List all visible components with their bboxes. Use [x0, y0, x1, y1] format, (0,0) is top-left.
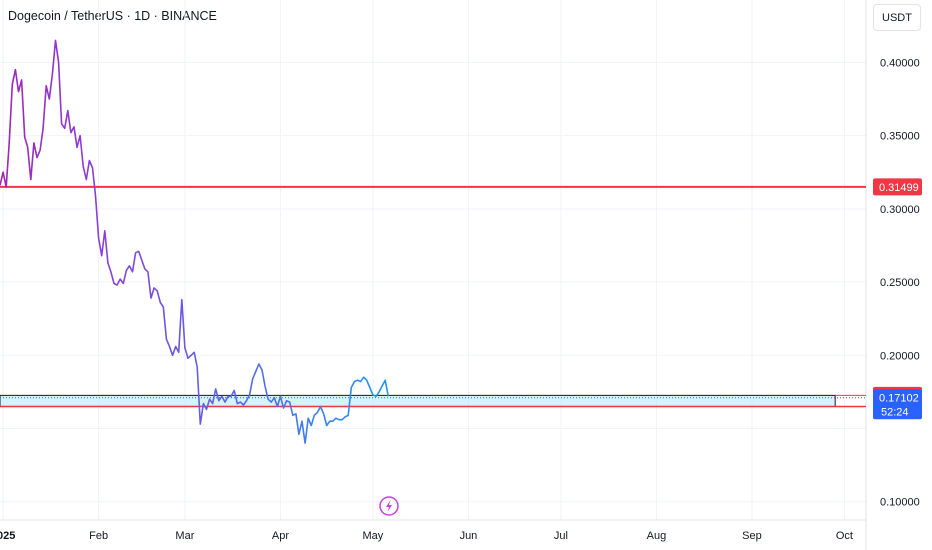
time-tick-label: Aug: [647, 530, 667, 542]
countdown-label: 52:24: [881, 407, 909, 419]
time-tick-label: Apr: [272, 530, 289, 542]
price-tick-label: 0.20000: [880, 350, 920, 362]
time-tick-label: Jul: [554, 530, 568, 542]
time-tick-label: Oct: [836, 530, 853, 542]
price-series: [0, 39, 390, 444]
time-tick-label: Mar: [175, 530, 194, 542]
price-line: [0, 39, 390, 444]
time-tick-label: May: [363, 530, 384, 542]
price-levels: [0, 185, 866, 408]
price-tick-label: 0.30000: [880, 204, 920, 216]
price-tick-label: 0.35000: [880, 131, 920, 143]
grid-lines: [0, 0, 867, 550]
price-tag-background: [873, 178, 922, 196]
currency-button[interactable]: USDT: [873, 4, 921, 31]
price-tag-background: [873, 389, 922, 420]
time-tick-label: Jun: [460, 530, 478, 542]
lightning-icon: [386, 500, 392, 512]
time-axis[interactable]: 2025 Feb Mar Apr May Jun Jul Aug Sep Oct: [0, 530, 853, 542]
time-tick-label: Feb: [89, 530, 108, 542]
price-tick-label: 0.10000: [880, 497, 920, 509]
time-tick-label: 2025: [0, 530, 15, 542]
price-tick-label: 0.25000: [880, 277, 920, 289]
price-axis[interactable]: 0.40000 0.35000 0.30000 0.25000 0.20000 0.100…: [880, 57, 920, 508]
price-tag-label: 0.17102: [879, 393, 919, 405]
time-tick-label: Sep: [742, 530, 762, 542]
price-tick-label: 0.40000: [880, 57, 920, 69]
event-marker[interactable]: [379, 496, 399, 516]
chart-title: Dogecoin / TetherUS · 1D · BINANCE: [8, 9, 217, 23]
price-tag-label: 0.31499: [879, 182, 919, 194]
support-zone: [0, 394, 836, 407]
